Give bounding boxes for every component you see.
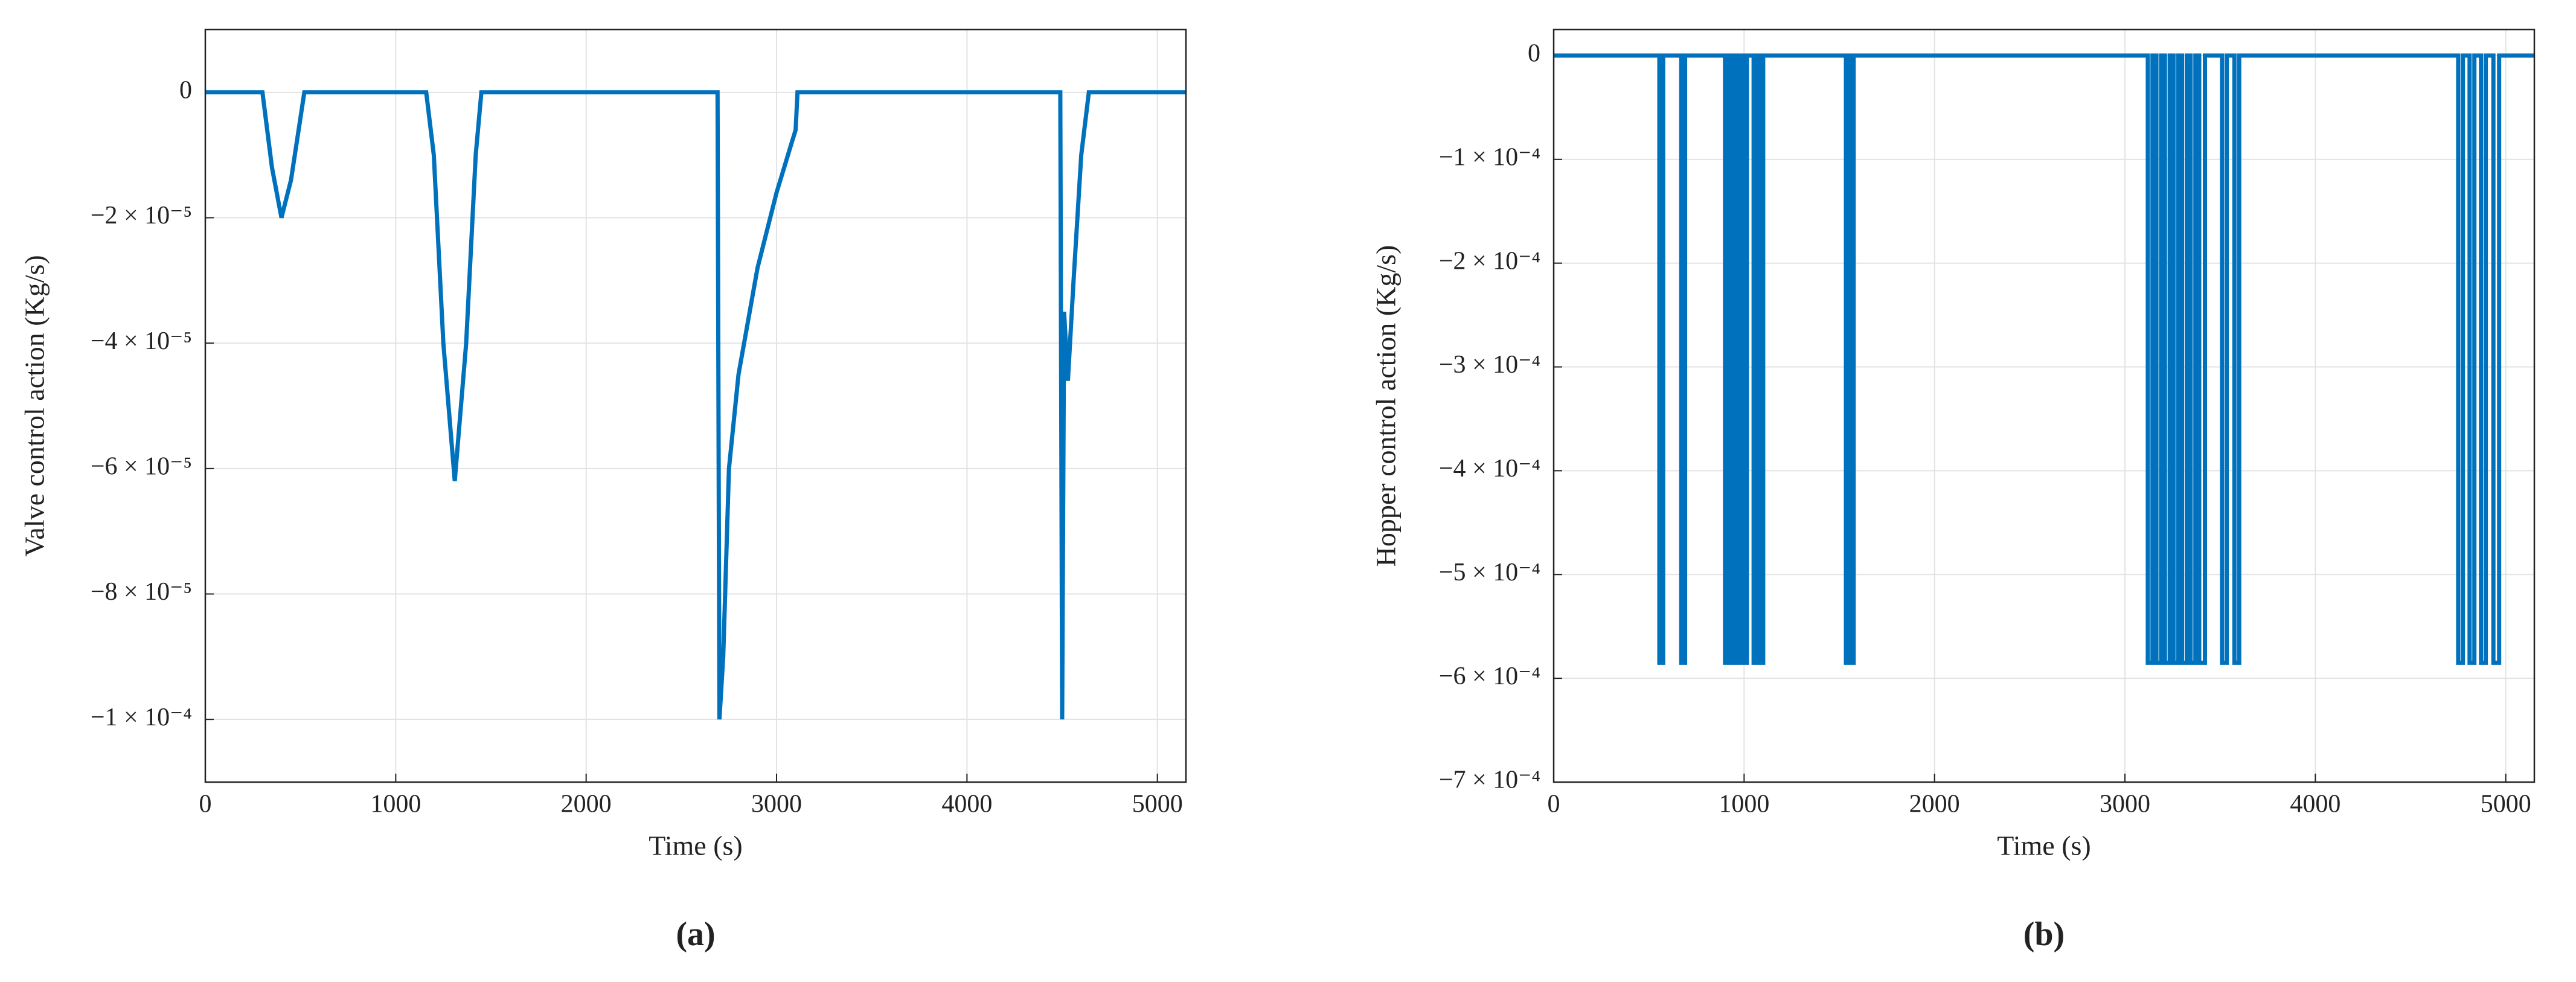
- y-tick-label: −4 × 10⁻⁴: [1439, 455, 1540, 483]
- y-tick-label: 0: [1528, 40, 1540, 68]
- x-axis-label: Time (s): [1997, 830, 2091, 861]
- x-tick-label: 2000: [561, 791, 612, 818]
- y-tick-label: 0: [179, 76, 192, 104]
- plot-frame: [204, 28, 1187, 783]
- x-tick-label: 5000: [2481, 791, 2531, 818]
- x-tick-label: 0: [199, 791, 212, 818]
- y-tick-label: −7 × 10⁻⁴: [1439, 766, 1540, 794]
- y-tick-label: −3 × 10⁻⁴: [1439, 351, 1540, 379]
- y-tick-label: −8 × 10⁻⁵: [91, 578, 192, 606]
- x-tick-label: 5000: [1132, 791, 1183, 818]
- y-axis-label: Hopper control action (Kg/s): [1371, 245, 1402, 567]
- x-tick-label: 0: [1548, 791, 1560, 818]
- data-line: [1554, 53, 2534, 665]
- y-tick-label: −2 × 10⁻⁴: [1439, 247, 1540, 275]
- x-tick-label: 3000: [2100, 791, 2150, 818]
- x-tick-label: 3000: [751, 791, 802, 818]
- y-tick-label: −2 × 10⁻⁵: [91, 202, 192, 229]
- plot-frame: [1552, 28, 2536, 783]
- y-tick-label: −1 × 10⁻⁴: [91, 704, 192, 731]
- x-tick-label: 1000: [370, 791, 421, 818]
- y-axis-label: Valve control action (Kg/s): [19, 255, 50, 556]
- x-tick-label: 1000: [1719, 791, 1769, 818]
- data-line: [205, 90, 1186, 720]
- caption: (a): [676, 916, 715, 953]
- caption: (b): [2023, 916, 2065, 953]
- x-tick-label: 2000: [1909, 791, 1960, 818]
- y-tick-label: −5 × 10⁻⁴: [1439, 559, 1540, 586]
- y-tick-label: −6 × 10⁻⁵: [91, 452, 192, 480]
- y-tick-label: −1 × 10⁻⁴: [1439, 143, 1540, 171]
- y-tick-label: −6 × 10⁻⁴: [1439, 663, 1540, 690]
- x-tick-label: 4000: [941, 791, 992, 818]
- x-tick-label: 4000: [2290, 791, 2341, 818]
- x-axis-label: Time (s): [649, 830, 743, 861]
- y-tick-label: −4 × 10⁻⁵: [91, 327, 192, 355]
